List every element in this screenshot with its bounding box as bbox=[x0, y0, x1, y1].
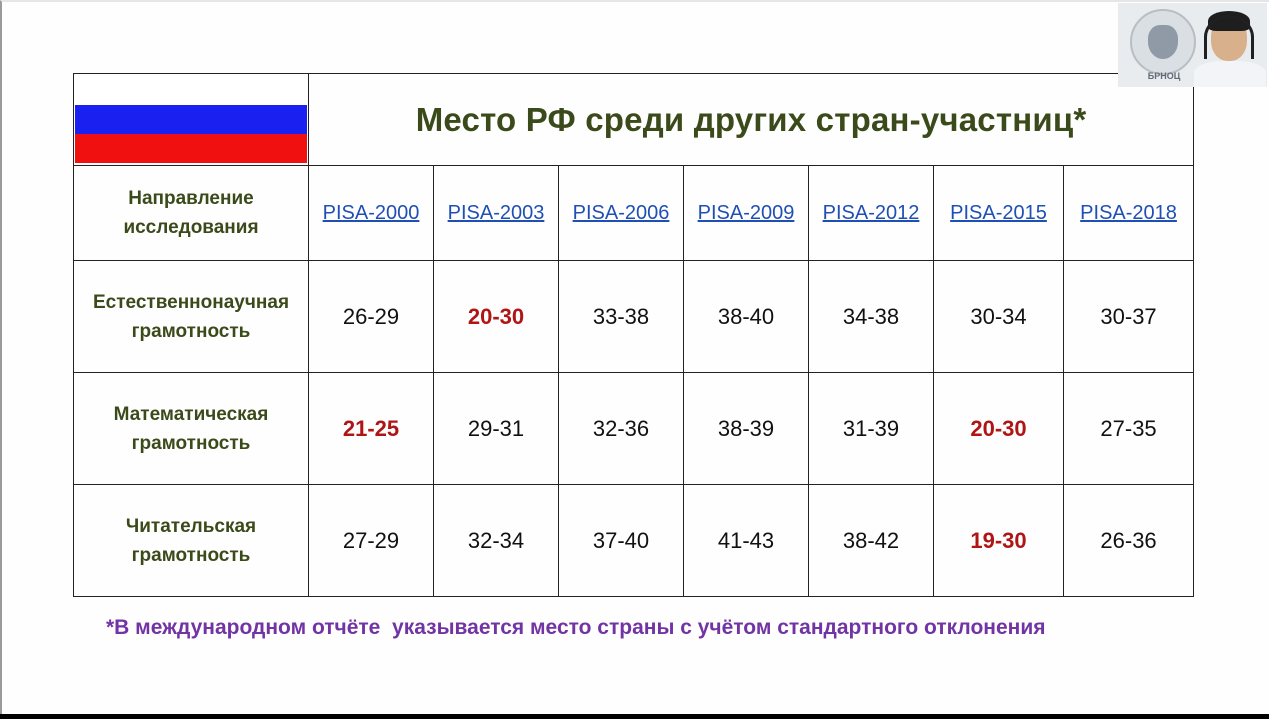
row-label-cell: Естественнонаучная грамотность bbox=[73, 260, 309, 373]
table-cell: 27-29 bbox=[308, 484, 434, 597]
column-header: PISA-2015 bbox=[933, 165, 1064, 261]
table-cell: 20-30 bbox=[933, 372, 1064, 485]
direction-header-cell: Направление исследования bbox=[73, 165, 309, 261]
column-header: PISA-2012 bbox=[808, 165, 934, 261]
column-header: PISA-2000 bbox=[308, 165, 434, 261]
pisa-2009-link[interactable]: PISA-2009 bbox=[697, 201, 795, 224]
bottom-border bbox=[0, 714, 1269, 719]
footnote: *В международном отчёте указывается мест… bbox=[106, 616, 1046, 639]
row-label-cell: Математическая грамотность bbox=[73, 372, 309, 485]
table-cell: 32-34 bbox=[433, 484, 559, 597]
table-cell: 26-29 bbox=[308, 260, 434, 373]
table-cell: 32-36 bbox=[558, 372, 684, 485]
russian-flag-icon bbox=[75, 76, 307, 163]
webcam-thumbnail[interactable]: БРНОЦ bbox=[1118, 3, 1267, 87]
pisa-2018-link[interactable]: PISA-2018 bbox=[1080, 201, 1177, 224]
table-cell: 21-25 bbox=[308, 372, 434, 485]
pisa-rank-table: Место РФ среди других стран-участниц* На… bbox=[73, 73, 1195, 597]
pisa-2000-link[interactable]: PISA-2000 bbox=[322, 201, 420, 224]
table-cell: 38-39 bbox=[683, 372, 809, 485]
row-label-math: Математическая грамотность bbox=[113, 403, 269, 454]
table-row: Естественнонаучная грамотность 26-29 20-… bbox=[73, 260, 1195, 373]
table-cell: 38-40 bbox=[683, 260, 809, 373]
column-header: PISA-2003 bbox=[433, 165, 559, 261]
headset-icon bbox=[1204, 15, 1254, 59]
table-cell: 41-43 bbox=[683, 484, 809, 597]
organization-logo-icon bbox=[1130, 9, 1196, 75]
pisa-2012-link[interactable]: PISA-2012 bbox=[822, 201, 920, 224]
column-header: PISA-2006 bbox=[558, 165, 684, 261]
pisa-2015-link[interactable]: PISA-2015 bbox=[950, 201, 1047, 224]
table-cell: 33-38 bbox=[558, 260, 684, 373]
row-label-science: Естественнонаучная грамотность bbox=[92, 291, 290, 342]
table-cell: 20-30 bbox=[433, 260, 559, 373]
table-cell: 26-36 bbox=[1062, 484, 1195, 597]
table-cell: 30-34 bbox=[933, 260, 1064, 373]
table-cell: 27-35 bbox=[1062, 372, 1195, 485]
row-label-reading: Читательская грамотность bbox=[125, 515, 257, 566]
table-row: Читательская грамотность 27-29 32-34 37-… bbox=[73, 484, 1195, 597]
column-header: PISA-2009 bbox=[683, 165, 809, 261]
table-title-cell: Место РФ среди других стран-участниц* bbox=[307, 73, 1195, 166]
column-header: PISA-2018 bbox=[1062, 165, 1195, 261]
table-title: Место РФ среди других стран-участниц* bbox=[415, 100, 1087, 138]
row-label-cell: Читательская грамотность bbox=[73, 484, 309, 597]
pisa-2003-link[interactable]: PISA-2003 bbox=[447, 201, 545, 224]
table-cell: 29-31 bbox=[433, 372, 559, 485]
table-cell: 38-42 bbox=[808, 484, 934, 597]
table-cell: 37-40 bbox=[558, 484, 684, 597]
table-row: Математическая грамотность 21-25 29-31 3… bbox=[73, 372, 1195, 485]
table-cell: 30-37 bbox=[1062, 260, 1195, 373]
speaker-avatar bbox=[1194, 61, 1266, 87]
table-cell: 31-39 bbox=[808, 372, 934, 485]
table-cell: 34-38 bbox=[808, 260, 934, 373]
table-cell: 19-30 bbox=[933, 484, 1064, 597]
pisa-2006-link[interactable]: PISA-2006 bbox=[572, 201, 670, 224]
logo-text: БРНОЦ bbox=[1147, 71, 1181, 81]
russian-flag-cell bbox=[73, 73, 309, 166]
direction-header: Направление исследования bbox=[123, 188, 259, 238]
